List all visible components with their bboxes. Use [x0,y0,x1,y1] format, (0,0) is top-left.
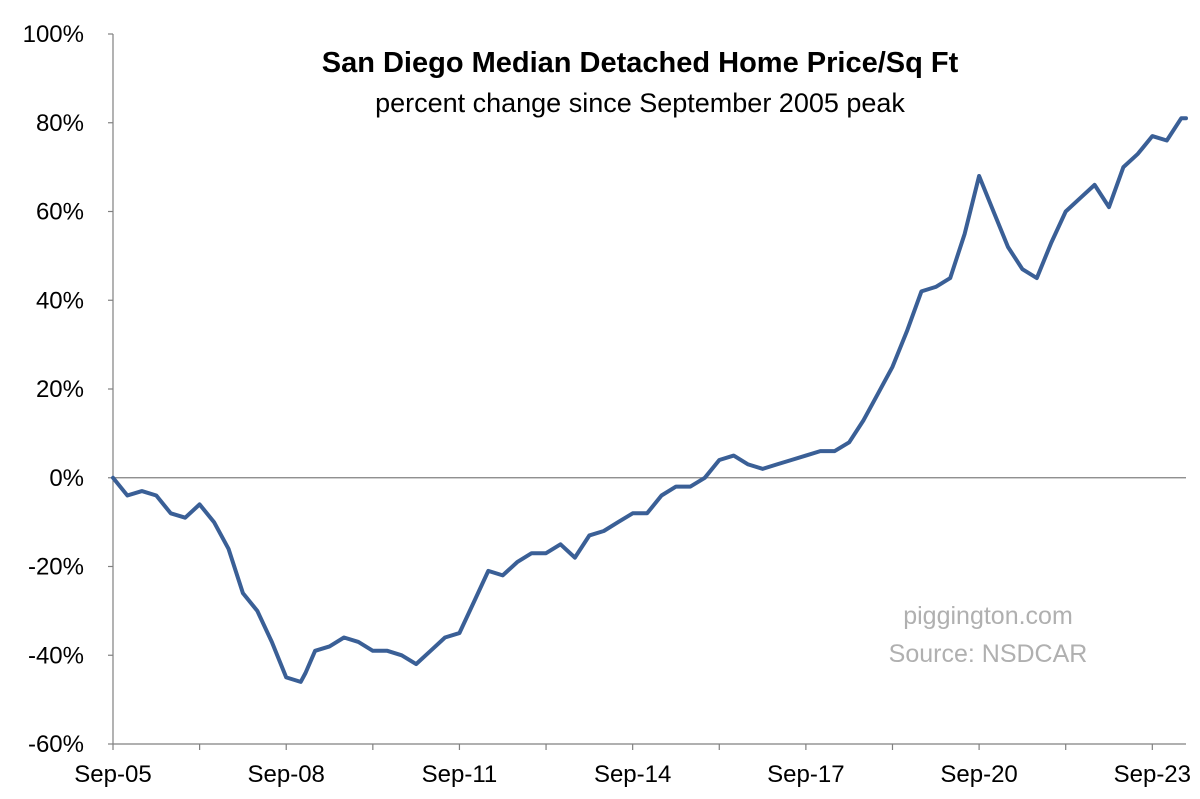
x-tick-label: Sep-11 [422,761,498,788]
x-tick-label: Sep-23 [1114,761,1191,788]
x-tick-label: Sep-08 [248,761,325,788]
y-tick-label: -20% [28,554,84,581]
y-tick-label: 100% [23,21,84,48]
x-tick-label: Sep-20 [940,761,1017,788]
chart-subtitle: percent change since September 2005 peak [375,88,905,118]
y-tick-label: 20% [36,376,84,403]
y-tick-label: 60% [36,199,84,226]
y-tick-label: 0% [49,465,84,492]
chart-title: San Diego Median Detached Home Price/Sq … [322,47,959,79]
y-tick-label: 80% [36,110,84,137]
y-tick-label: -40% [28,642,84,669]
x-axis: Sep-05 Sep-08 Sep-11 Sep-14 Sep-17 Sep-20 Sep-… [74,743,1191,788]
y-tick-label: -60% [28,731,84,758]
source-credit-site: piggington.com [903,602,1073,630]
source-credit-source: Source: NSDCAR [889,640,1088,668]
x-tick-label: Sep-05 [74,761,151,788]
y-axis: -60% -40% -20% 0% 20% 40% 60% 80% 100% [23,21,114,758]
series-line-price-change [111,116,1188,684]
x-tick-label: Sep-17 [767,761,844,788]
y-tick-label: 40% [36,287,84,314]
x-tick-label: Sep-14 [594,761,671,788]
